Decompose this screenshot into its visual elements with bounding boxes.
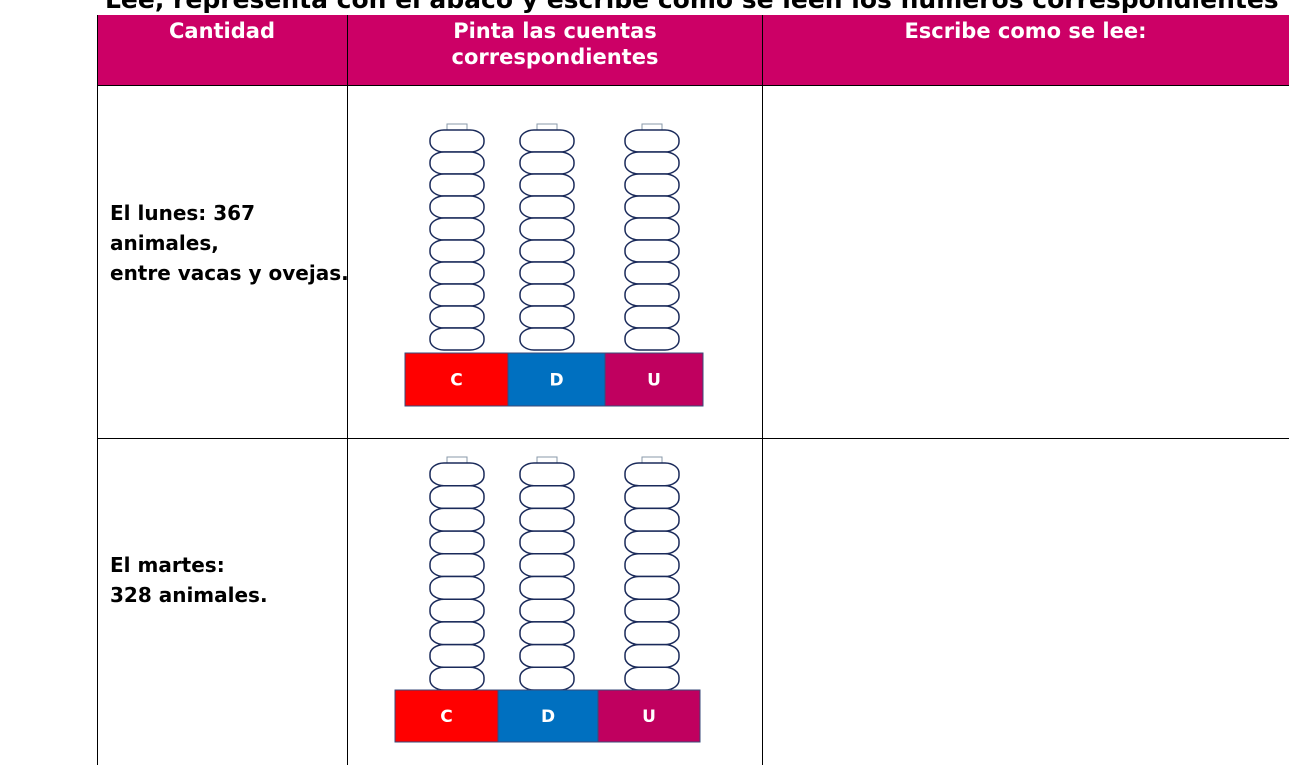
bead xyxy=(429,507,485,532)
bead xyxy=(519,239,575,263)
bead xyxy=(519,598,575,623)
bead xyxy=(624,239,680,263)
quantity-line: El lunes: 367 xyxy=(110,201,255,225)
bead xyxy=(624,530,680,555)
bead xyxy=(429,195,485,219)
bead xyxy=(519,195,575,219)
bead xyxy=(519,530,575,555)
bead xyxy=(429,151,485,175)
place-box xyxy=(597,689,701,743)
bead xyxy=(429,621,485,646)
bead xyxy=(624,484,680,510)
bead xyxy=(624,598,680,623)
place-label: U xyxy=(642,707,656,727)
bead xyxy=(519,173,575,197)
bead xyxy=(624,621,680,646)
place-label: C xyxy=(440,707,452,727)
bead xyxy=(519,643,575,669)
bead xyxy=(429,327,485,351)
bead xyxy=(429,261,485,285)
bead xyxy=(429,305,485,329)
bead xyxy=(429,283,485,307)
bead xyxy=(624,666,680,691)
bead xyxy=(624,305,680,329)
bead xyxy=(519,129,575,153)
place-label: C xyxy=(450,371,462,391)
bead xyxy=(519,261,575,285)
rod-cap xyxy=(536,123,558,131)
bead xyxy=(519,666,575,691)
bead xyxy=(519,327,575,351)
rod-cap xyxy=(641,456,663,464)
border xyxy=(97,15,98,765)
place-label: U xyxy=(647,371,661,391)
bead xyxy=(519,553,575,578)
header-cell: Escribe como se lee: xyxy=(904,19,1147,43)
quantity-cell: El lunes: 367 animales, entre vacas y ovej… xyxy=(110,198,349,288)
rod-cap xyxy=(641,123,663,131)
quantity-line: El martes: xyxy=(110,553,225,577)
bead xyxy=(429,666,485,691)
bead xyxy=(624,129,680,153)
quantity-line: animales, xyxy=(110,231,219,255)
bead xyxy=(624,507,680,532)
bead xyxy=(429,129,485,153)
bead xyxy=(519,283,575,307)
place-box xyxy=(404,352,509,407)
bead xyxy=(624,327,680,351)
quantity-line: entre vacas y ovejas. xyxy=(110,261,349,285)
rod-cap xyxy=(536,456,558,464)
bead xyxy=(624,151,680,175)
place-label: D xyxy=(549,371,563,391)
bead xyxy=(429,462,485,487)
bead xyxy=(519,217,575,241)
place-box xyxy=(507,352,606,407)
bead xyxy=(429,643,485,669)
border xyxy=(347,15,348,765)
instruction: Lee, representa con el ábaco y escribe c… xyxy=(105,0,1279,14)
bead xyxy=(624,173,680,197)
rod-cap xyxy=(446,123,468,131)
bead xyxy=(519,507,575,532)
bead xyxy=(429,173,485,197)
bead xyxy=(519,484,575,510)
bead xyxy=(429,239,485,263)
header-cell: Pinta las cuentas correspondientes xyxy=(451,19,659,69)
bead xyxy=(519,151,575,175)
bead xyxy=(519,305,575,329)
bead xyxy=(624,195,680,219)
bead xyxy=(519,621,575,646)
bead xyxy=(624,217,680,241)
border xyxy=(97,438,1289,439)
bead xyxy=(429,598,485,623)
quantity-line: 328 animales. xyxy=(110,583,268,607)
place-label: D xyxy=(541,707,555,727)
bead xyxy=(429,575,485,600)
bead xyxy=(624,462,680,487)
place-box xyxy=(497,689,599,743)
bead xyxy=(429,484,485,510)
border xyxy=(762,15,763,765)
border xyxy=(97,85,1289,86)
header-row xyxy=(97,15,1289,85)
header-cell: Cantidad xyxy=(168,19,275,43)
bead xyxy=(429,553,485,578)
quantity-cell: El martes: 328 animales. xyxy=(110,550,268,610)
place-box xyxy=(394,689,499,743)
place-box xyxy=(604,352,704,407)
bead xyxy=(429,530,485,555)
bead xyxy=(519,462,575,487)
bead xyxy=(624,283,680,307)
bead xyxy=(624,643,680,669)
rod-cap xyxy=(446,456,468,464)
bead xyxy=(624,261,680,285)
bead xyxy=(624,553,680,578)
bead xyxy=(429,217,485,241)
bead xyxy=(519,575,575,600)
bead xyxy=(624,575,680,600)
